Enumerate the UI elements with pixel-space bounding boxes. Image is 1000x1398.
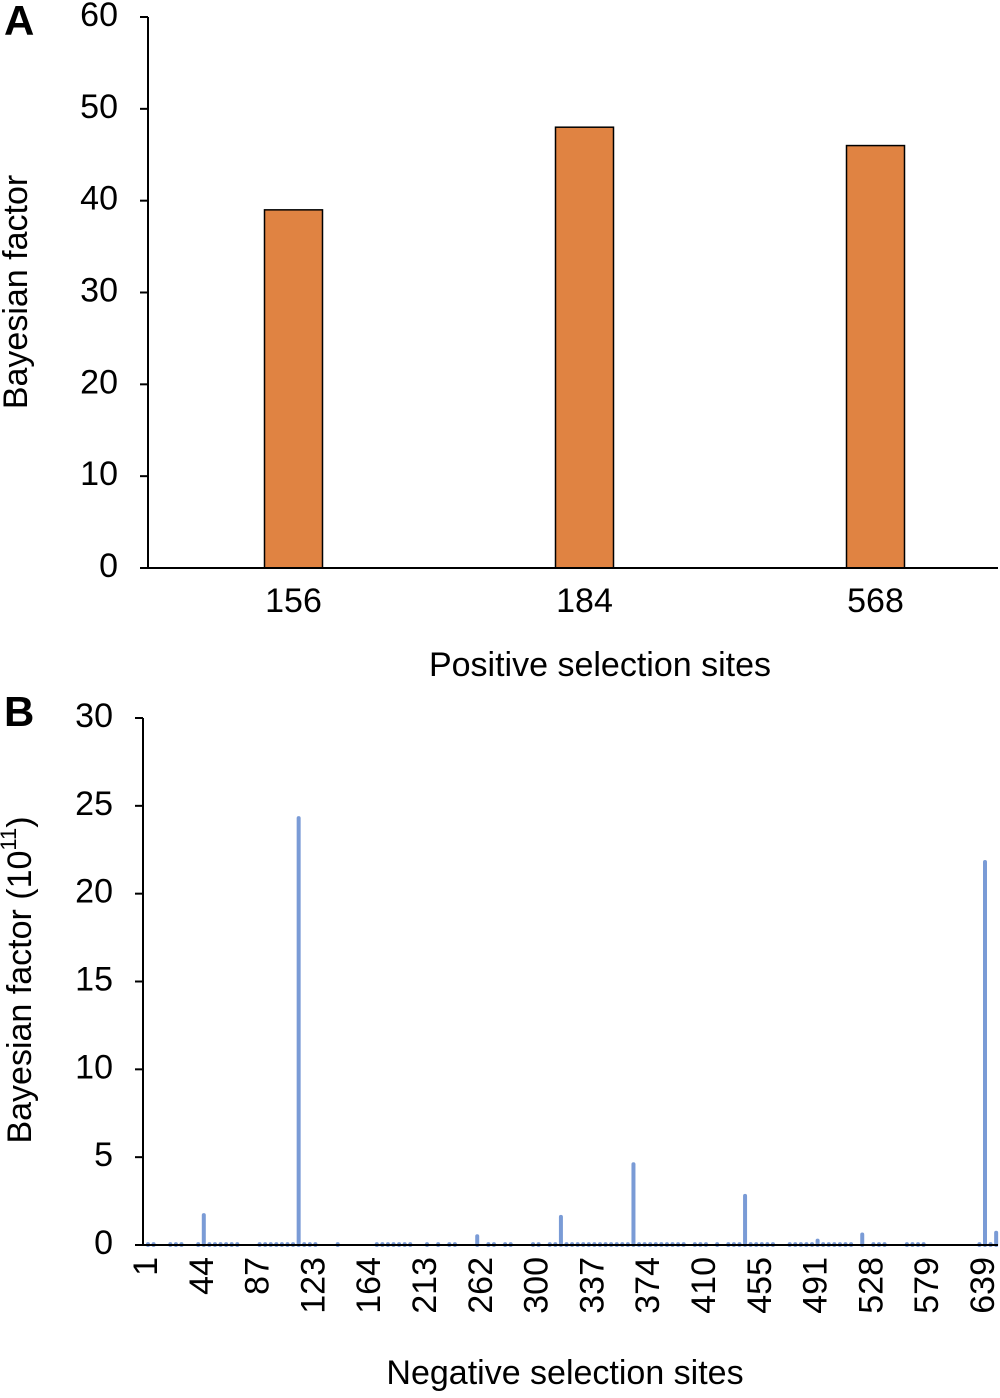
x-tick-label: 262 [462,1257,500,1314]
x-tick-label: 374 [629,1257,667,1314]
bar [845,144,906,569]
x-tick-label: 156 [265,582,322,620]
y-axis-title-text: Bayesian factor (10 [1,851,39,1144]
y-tick-label: 40 [80,180,118,218]
spike [994,1230,999,1247]
spike [296,816,301,1247]
y-axis-title: Bayesian factor (1011) [0,816,39,1143]
x-tick-label: 123 [294,1257,332,1314]
y-tick-label: 0 [99,547,118,585]
y-tick-label: 0 [94,1224,113,1262]
x-axis-title: Positive selection sites [429,646,771,684]
x-tick-label: 44 [183,1257,221,1295]
spike [631,1162,636,1247]
x-tick-label: 213 [406,1257,444,1314]
y-axis-title-suffix: ) [1,816,39,827]
y-tick-label: 50 [80,88,118,126]
spike [475,1234,480,1247]
spike [558,1214,563,1247]
x-tick-label: 579 [908,1257,946,1314]
x-tick-label: 184 [556,582,613,620]
spike [201,1213,206,1247]
y-tick-label: 20 [80,363,118,401]
x-tick-label: 639 [964,1257,1000,1314]
x-tick-label: 491 [797,1257,835,1314]
bar [554,126,615,569]
x-tick-label: 300 [518,1257,556,1314]
y-tick-label: 20 [75,873,113,911]
y-tick-label: 5 [94,1136,113,1174]
x-tick-label: 164 [350,1257,388,1314]
x-tick-label: 455 [741,1257,779,1314]
spike [743,1193,748,1247]
spike [860,1232,865,1247]
x-axis-title: Negative selection sites [386,1354,743,1392]
x-tick-label: 528 [852,1257,890,1314]
x-tick-label: 337 [573,1257,611,1314]
bar [263,209,324,569]
x-tick-label: 410 [685,1257,723,1314]
y-axis-title: Bayesian factor [0,175,35,409]
x-tick-label: 1 [127,1257,165,1276]
y-tick-label: 30 [80,271,118,309]
y-tick-label: 60 [80,0,118,34]
panel-label: A [4,0,34,44]
spike [983,860,987,1247]
panel-label: B [4,688,34,735]
y-tick-label: 25 [75,785,113,823]
y-tick-label: 10 [75,1048,113,1086]
x-tick-label: 87 [239,1257,277,1295]
y-tick-label: 30 [75,697,113,735]
x-tick-label: 568 [847,582,904,620]
y-axis-title-superscript: 11 [0,828,21,851]
y-tick-label: 10 [80,455,118,493]
y-tick-label: 15 [75,960,113,998]
